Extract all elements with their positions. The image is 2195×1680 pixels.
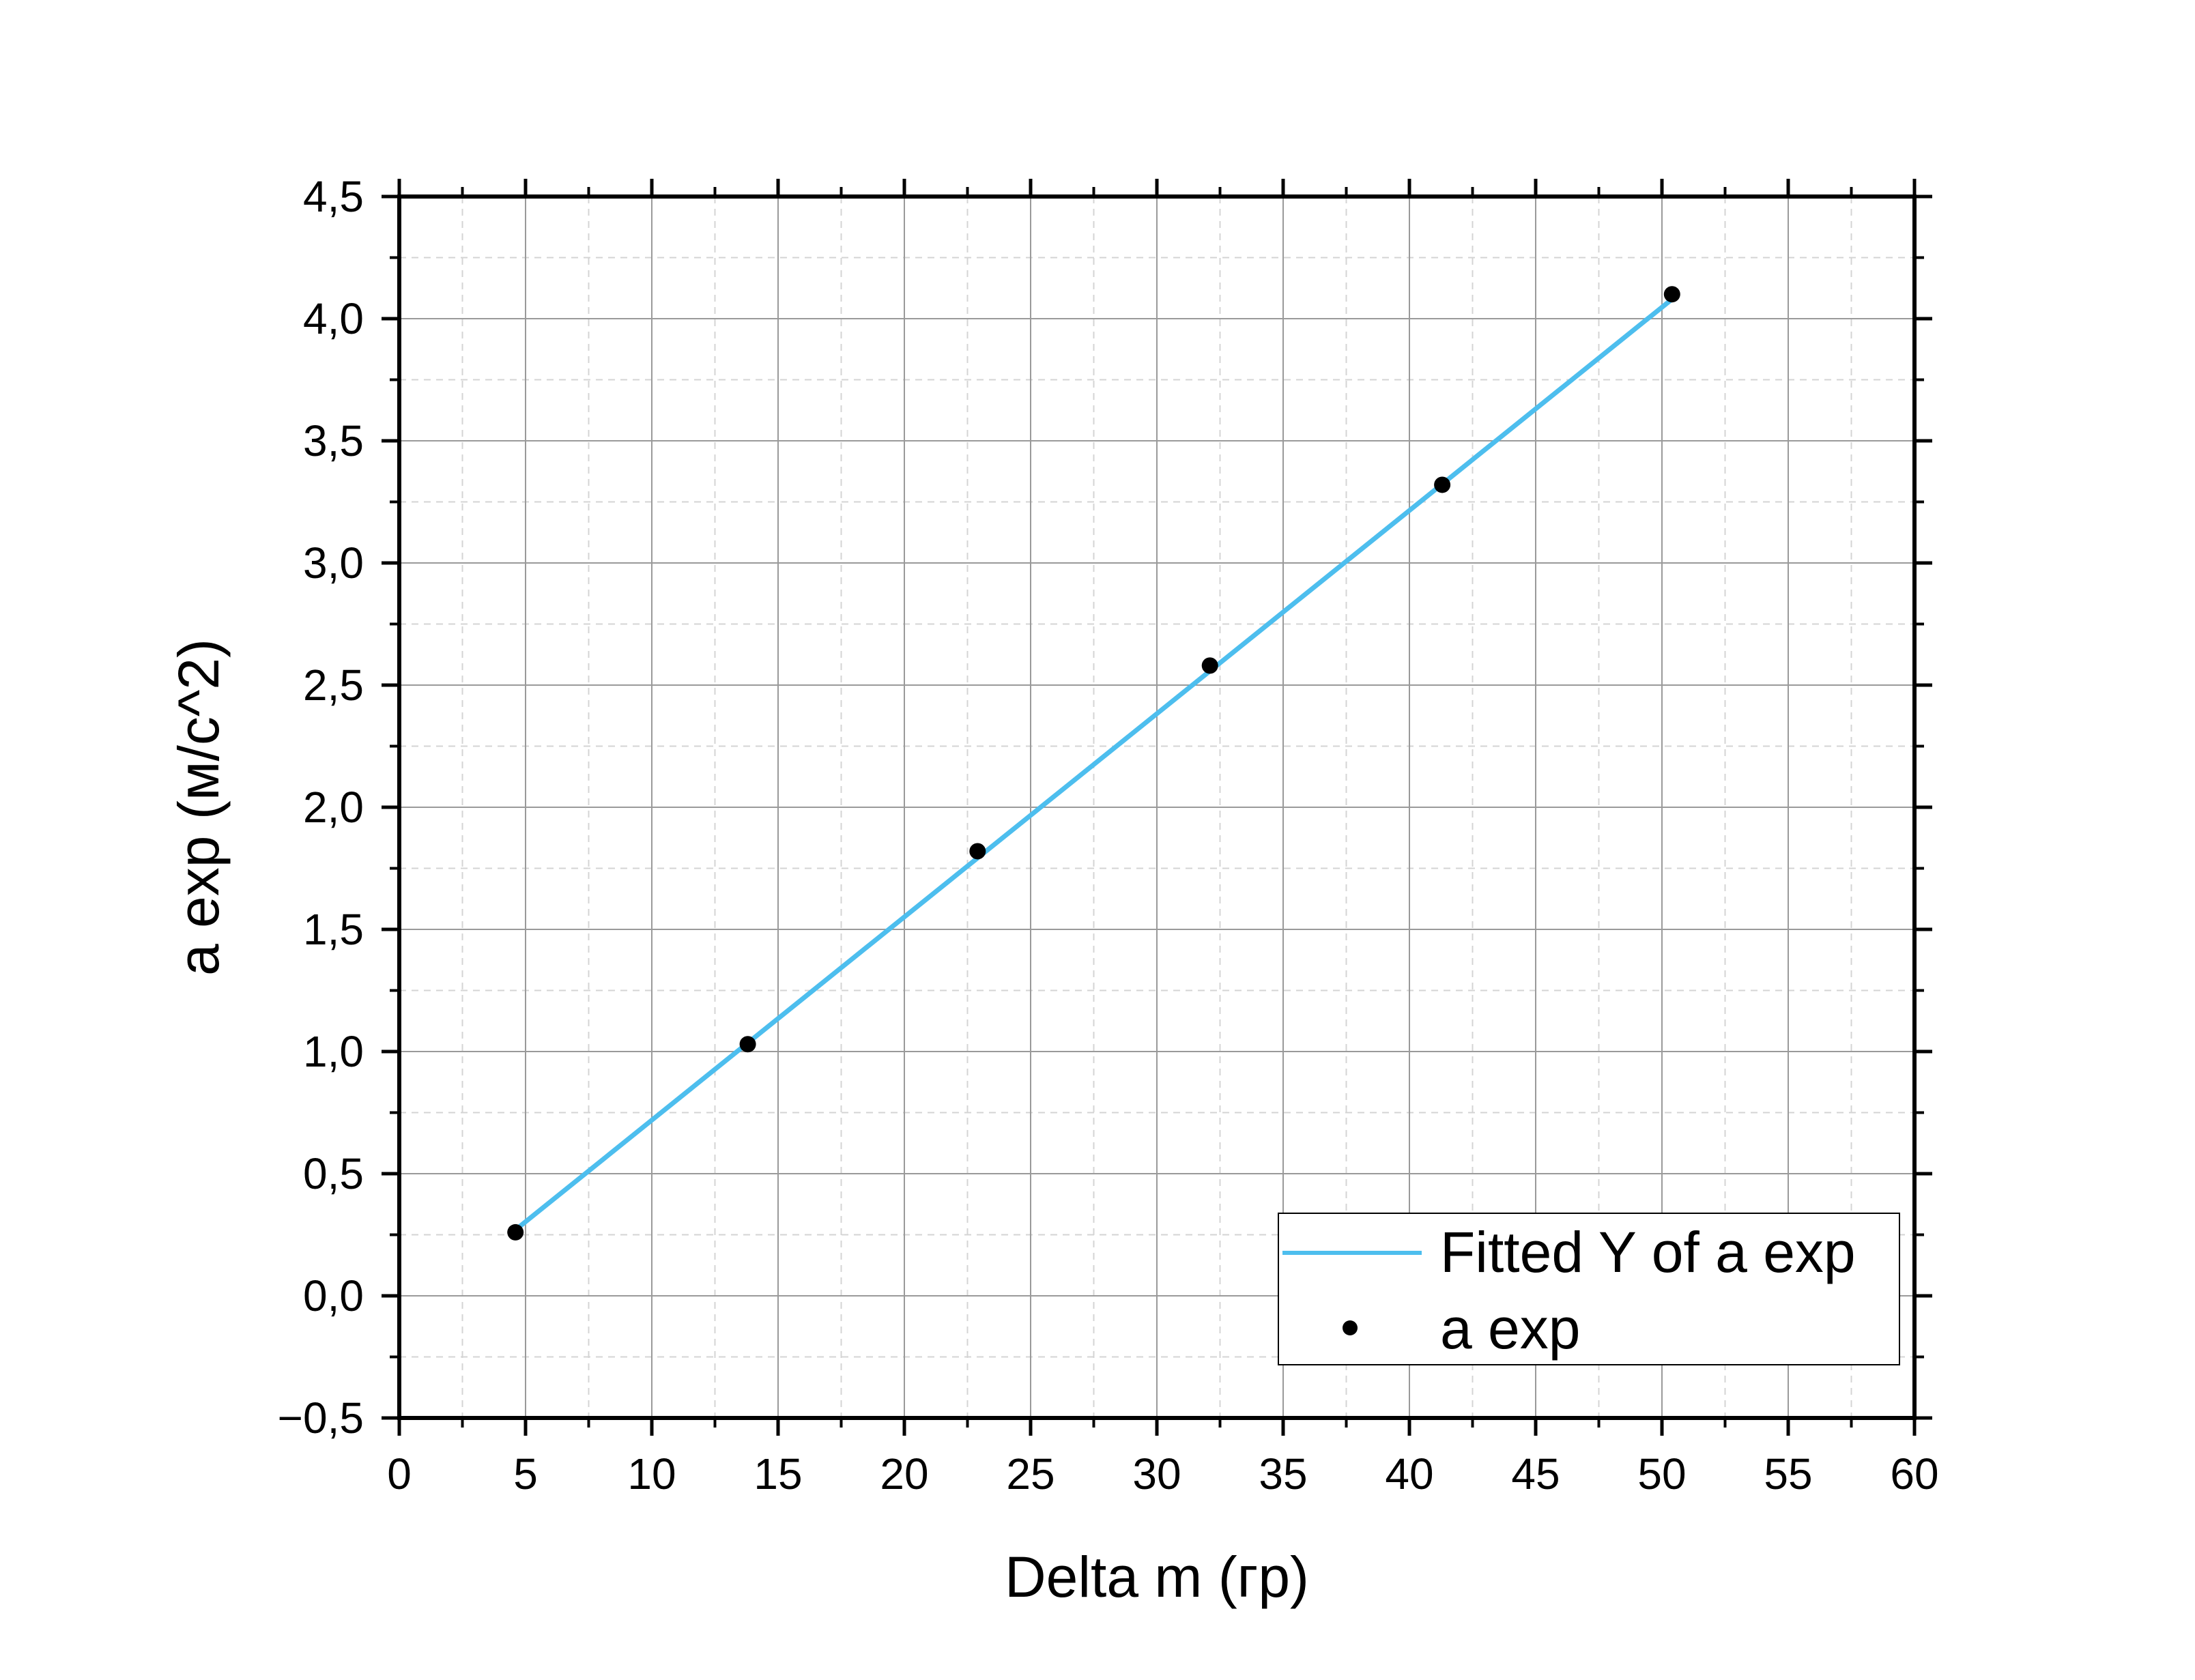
legend-label-fitted: Fitted Y of a exp — [1440, 1220, 1856, 1284]
legend: Fitted Y of a exp a exp — [1278, 1213, 1900, 1365]
x-tick-label: 40 — [1385, 1449, 1433, 1498]
x-tick-label: 0 — [387, 1449, 412, 1498]
x-axis-title: Delta m (гр) — [1005, 1545, 1309, 1609]
legend-box — [1278, 1213, 1900, 1365]
x-tick-labels: 0 5 10 15 20 25 30 35 40 45 50 55 60 — [387, 1449, 1938, 1498]
series-layer — [507, 286, 1680, 1241]
x-tick-label: 5 — [513, 1449, 538, 1498]
y-tick-label: 4,5 — [303, 172, 364, 221]
y-tick-label: 0,5 — [303, 1149, 364, 1198]
x-tick-label: 20 — [880, 1449, 928, 1498]
x-tick-label: 10 — [627, 1449, 676, 1498]
y-tick-label: 3,5 — [303, 416, 364, 465]
data-point — [1201, 657, 1218, 674]
y-tick-label: 1,0 — [303, 1027, 364, 1076]
x-tick-label: 60 — [1890, 1449, 1938, 1498]
y-tick-label: 2,0 — [303, 783, 364, 832]
y-tick-label: 4,0 — [303, 294, 364, 343]
data-point — [1434, 476, 1451, 493]
y-axis-title: a exp (м/с^2) — [167, 639, 231, 976]
y-tick-label: 2,5 — [303, 661, 364, 710]
legend-dot-sample — [1343, 1320, 1358, 1335]
x-tick-label: 30 — [1132, 1449, 1181, 1498]
fitted-line — [514, 297, 1674, 1232]
y-tick-labels: −0,5 0,0 0,5 1,0 1,5 2,0 2,5 3,0 3,5 4,0 4,5 — [278, 172, 364, 1443]
x-tick-label: 35 — [1259, 1449, 1307, 1498]
data-point — [739, 1036, 756, 1053]
legend-label-scatter: a exp — [1440, 1297, 1581, 1361]
y-tick-label: 1,5 — [303, 905, 364, 954]
data-point — [969, 843, 986, 860]
axis-ticks — [382, 179, 1932, 1436]
data-point — [1663, 286, 1680, 303]
y-tick-label: 0,0 — [303, 1271, 364, 1320]
data-point — [507, 1223, 524, 1241]
x-tick-label: 25 — [1006, 1449, 1055, 1498]
x-tick-label: 15 — [754, 1449, 802, 1498]
y-tick-label: −0,5 — [278, 1393, 364, 1443]
y-tick-label: 3,0 — [303, 538, 364, 588]
x-tick-label: 45 — [1511, 1449, 1560, 1498]
x-tick-label: 55 — [1764, 1449, 1812, 1498]
x-tick-label: 50 — [1637, 1449, 1686, 1498]
